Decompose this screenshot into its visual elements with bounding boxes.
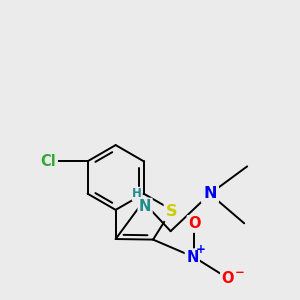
Text: O: O — [221, 272, 234, 286]
Text: N: N — [139, 199, 151, 214]
Text: O: O — [188, 216, 200, 231]
Text: N: N — [203, 186, 217, 201]
Text: Cl: Cl — [41, 154, 56, 169]
Text: S: S — [166, 204, 178, 219]
Text: H: H — [132, 188, 142, 200]
Text: +: + — [196, 243, 206, 256]
Text: N: N — [186, 250, 199, 265]
Text: −: − — [235, 266, 244, 280]
